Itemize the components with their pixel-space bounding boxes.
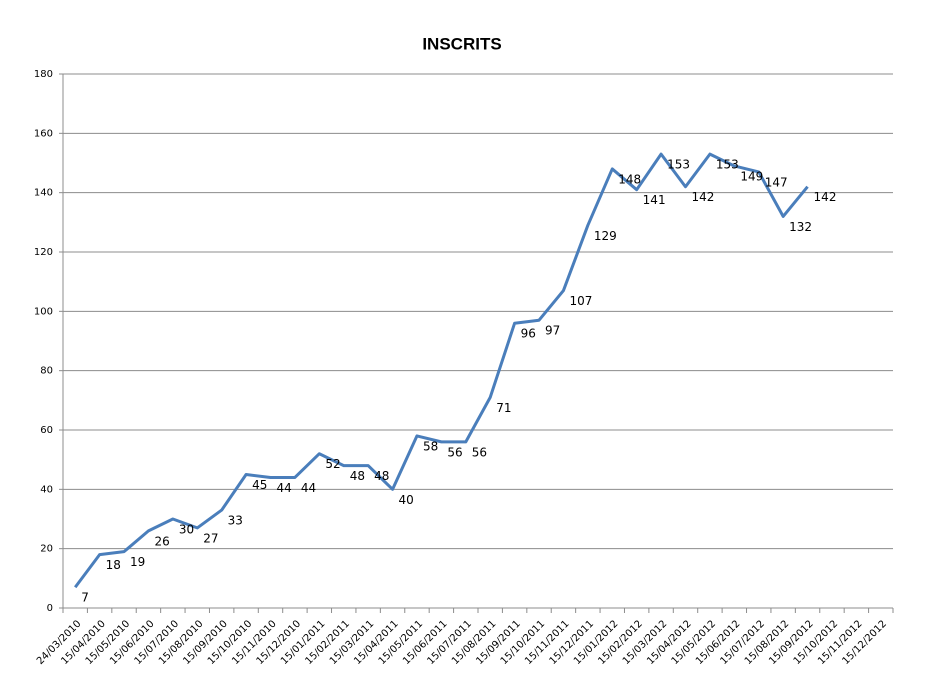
data-label: 132 (789, 220, 812, 234)
series-line (74, 152, 809, 589)
y-tick-label: 20 (40, 544, 53, 555)
data-label: 142 (692, 190, 715, 204)
data-label: 27 (203, 531, 218, 545)
data-label: 107 (569, 294, 592, 308)
data-label: 52 (325, 457, 340, 471)
data-label: 153 (667, 158, 690, 172)
y-tick-label: 140 (34, 188, 53, 199)
y-tick-label: 40 (40, 484, 53, 495)
data-label: 33 (228, 514, 243, 528)
y-tick-label: 100 (34, 306, 53, 317)
data-label: 44 (301, 481, 316, 495)
data-label: 48 (374, 469, 389, 483)
data-label: 56 (447, 445, 462, 459)
data-label: 56 (472, 445, 487, 459)
data-label: 153 (716, 158, 739, 172)
data-label: 142 (814, 190, 837, 204)
y-tick-label: 0 (47, 603, 53, 614)
chart-title: INSCRITS (422, 34, 501, 53)
data-label: 18 (106, 558, 121, 572)
data-label: 129 (594, 229, 617, 243)
data-label: 30 (179, 523, 194, 537)
data-label: 96 (521, 327, 536, 341)
y-tick-label: 160 (34, 128, 53, 139)
data-label: 147 (765, 175, 788, 189)
data-label: 71 (496, 401, 511, 415)
data-label: 40 (399, 493, 414, 507)
data-label: 141 (643, 193, 666, 207)
data-label: 19 (130, 555, 145, 569)
data-label: 149 (740, 169, 763, 183)
data-label: 7 (81, 591, 89, 605)
data-label: 26 (154, 534, 169, 548)
data-label: 44 (277, 481, 292, 495)
y-tick-label: 180 (34, 69, 53, 80)
data-label: 148 (618, 172, 641, 186)
data-label: 58 (423, 439, 438, 453)
y-tick-label: 120 (34, 247, 53, 258)
y-tick-label: 60 (40, 425, 53, 436)
data-label: 97 (545, 324, 560, 338)
data-label: 45 (252, 478, 267, 492)
data-label: 48 (350, 469, 365, 483)
y-tick-label: 80 (40, 366, 53, 377)
